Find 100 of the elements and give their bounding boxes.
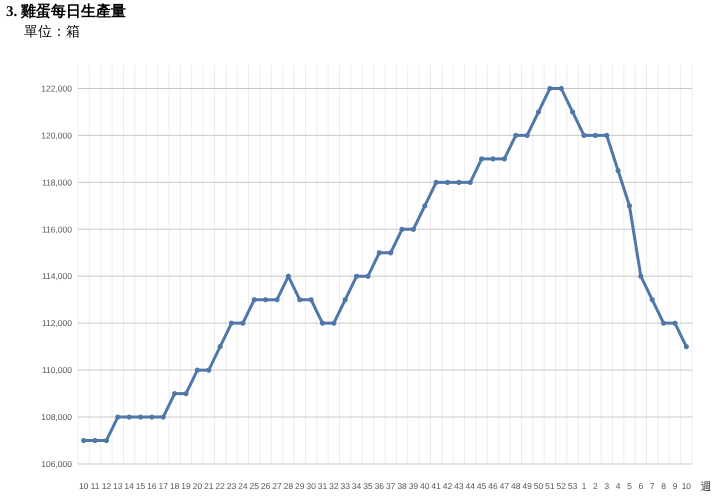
x-tick-label: 48 bbox=[511, 481, 521, 491]
x-tick-label: 51 bbox=[545, 481, 555, 491]
point bbox=[240, 320, 246, 326]
x-tick-label: 34 bbox=[352, 481, 362, 491]
y-tick-label: 110,000 bbox=[42, 365, 72, 376]
x-tick-label: 14 bbox=[124, 481, 134, 491]
x-tick-label: 36 bbox=[374, 481, 384, 491]
y-tick-label: 116,000 bbox=[42, 224, 72, 234]
x-tick-label: 28 bbox=[284, 481, 294, 491]
y-tick-label: 112,000 bbox=[42, 318, 72, 328]
point bbox=[354, 274, 360, 279]
point bbox=[183, 390, 189, 396]
x-tick-label: 21 bbox=[204, 481, 214, 491]
x-tick-label: 52 bbox=[556, 481, 566, 491]
point bbox=[434, 180, 439, 185]
point bbox=[615, 168, 621, 174]
x-tick-label: 30 bbox=[306, 481, 316, 491]
point bbox=[490, 156, 496, 162]
x-tick-label: 20 bbox=[192, 481, 202, 491]
point bbox=[626, 203, 632, 208]
x-tick-label: 23 bbox=[226, 481, 236, 491]
y-tick-label: 122,000 bbox=[41, 83, 72, 94]
point bbox=[479, 156, 484, 162]
point bbox=[399, 226, 405, 232]
point bbox=[524, 132, 530, 138]
x-tick-label: 12 bbox=[102, 481, 112, 491]
point bbox=[410, 226, 416, 232]
x-tick-label: 29 bbox=[294, 481, 305, 491]
point bbox=[547, 86, 552, 92]
x-axis-title: 週 bbox=[700, 481, 712, 493]
point bbox=[274, 297, 280, 302]
y-tick-label: 120,000 bbox=[41, 130, 72, 140]
x-tick-label: 53 bbox=[568, 481, 578, 491]
point bbox=[388, 250, 394, 256]
x-tick-label: 35 bbox=[363, 481, 373, 491]
x-tick-label: 6 bbox=[638, 481, 644, 491]
point bbox=[536, 109, 542, 115]
x-tick-label: 15 bbox=[136, 481, 146, 491]
point bbox=[320, 320, 326, 326]
point bbox=[297, 297, 302, 302]
x-tick-label: 8 bbox=[661, 481, 666, 491]
point bbox=[672, 320, 678, 326]
x-tick-label: 19 bbox=[181, 481, 192, 491]
x-tick-label: 11 bbox=[90, 481, 100, 491]
point bbox=[228, 320, 234, 326]
y-tick-label: 114,000 bbox=[42, 271, 72, 282]
x-tick-label: 1 bbox=[582, 481, 587, 491]
x-tick-label: 5 bbox=[627, 481, 632, 491]
point bbox=[126, 414, 132, 420]
point bbox=[502, 156, 507, 162]
x-tick-label: 42 bbox=[442, 481, 453, 491]
point bbox=[194, 368, 200, 373]
point bbox=[558, 86, 564, 92]
x-tick-label: 18 bbox=[170, 481, 180, 491]
point bbox=[365, 274, 371, 279]
x-tick-label: 9 bbox=[672, 481, 678, 491]
x-tick-label: 44 bbox=[466, 481, 476, 491]
x-tick-label: 40 bbox=[420, 481, 430, 491]
x-tick-label: 41 bbox=[431, 481, 442, 491]
point bbox=[570, 109, 576, 115]
x-tick-label: 24 bbox=[238, 481, 248, 491]
x-tick-label: 45 bbox=[476, 481, 487, 491]
x-tick-label: 25 bbox=[250, 481, 260, 491]
chart-title: 3. 雞蛋每日生產量 bbox=[6, 3, 126, 20]
x-tick-label: 2 bbox=[592, 481, 598, 491]
x-tick-label: 16 bbox=[147, 481, 157, 491]
x-tick-label: 50 bbox=[534, 481, 544, 491]
x-tick-label: 4 bbox=[616, 481, 621, 491]
point bbox=[638, 274, 644, 279]
x-tick-label: 47 bbox=[500, 481, 510, 491]
x-tick-label: 32 bbox=[329, 481, 339, 491]
x-tick-label: 7 bbox=[650, 481, 655, 491]
point bbox=[160, 414, 166, 420]
chart-subtitle: 單位：箱 bbox=[24, 24, 80, 40]
x-tick-label: 31 bbox=[318, 481, 328, 491]
point bbox=[604, 132, 610, 138]
point bbox=[308, 297, 314, 302]
point bbox=[172, 390, 178, 396]
x-tick-label: 3 bbox=[604, 481, 610, 491]
x-tick-label: 27 bbox=[272, 481, 282, 491]
x-tick-label: 10 bbox=[78, 481, 89, 491]
point bbox=[456, 180, 462, 185]
x-tick-label: 33 bbox=[340, 481, 350, 491]
point bbox=[650, 297, 655, 302]
x-tick-label: 46 bbox=[488, 481, 498, 491]
point bbox=[422, 203, 428, 208]
point bbox=[263, 297, 268, 302]
x-tick-label: 22 bbox=[215, 481, 226, 491]
x-tick-label: 43 bbox=[454, 481, 464, 491]
x-tick-label: 38 bbox=[397, 481, 408, 491]
point bbox=[513, 132, 518, 138]
point bbox=[218, 344, 223, 350]
point bbox=[252, 297, 257, 302]
x-tick-label: 17 bbox=[158, 481, 168, 491]
x-tick-label: 26 bbox=[260, 481, 271, 491]
point bbox=[468, 180, 473, 185]
x-tick-label: 10 bbox=[682, 481, 692, 491]
point bbox=[81, 438, 86, 444]
x-tick-label: 13 bbox=[113, 481, 123, 491]
y-tick-label: 108,000 bbox=[41, 412, 72, 422]
